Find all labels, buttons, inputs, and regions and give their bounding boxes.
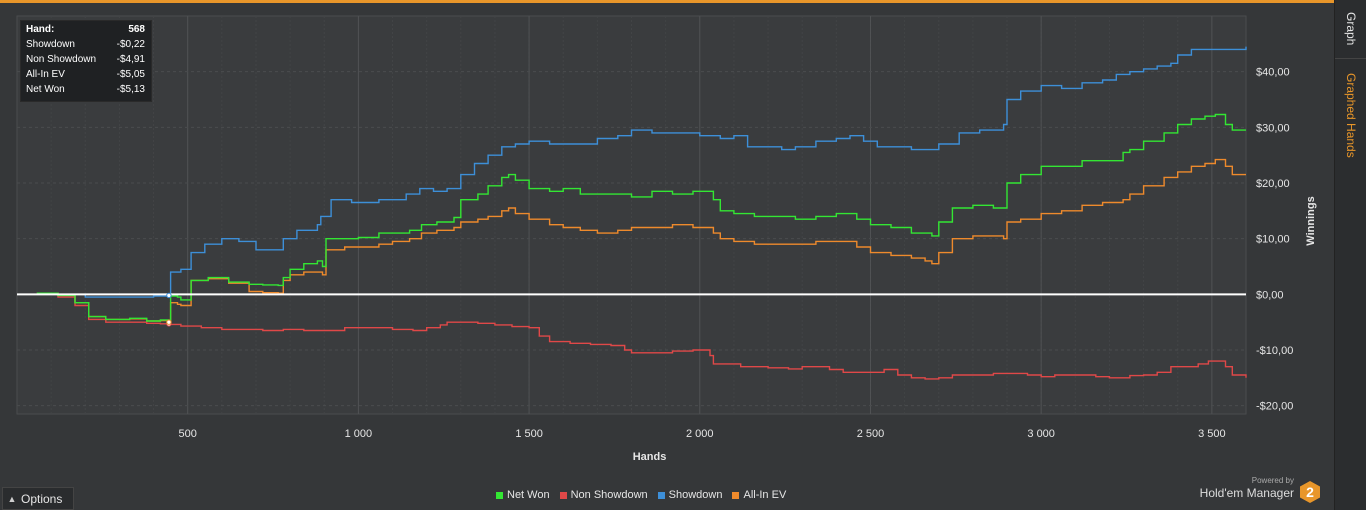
legend-item[interactable]: Showdown	[657, 488, 723, 502]
chart-area: 500 1 000 1 500 2 000 2 500 3 000 3 500 -$20,00…	[0, 3, 1334, 510]
tooltip-value: -$0,22	[116, 39, 145, 50]
tab-graphed-hands[interactable]: Graphed Hands	[1344, 72, 1358, 158]
legend-swatch	[559, 491, 567, 499]
chevron-up-icon: ▲	[7, 493, 17, 504]
tooltip-label: Showdown	[26, 39, 75, 50]
tooltip-row: Showdown -$0,22	[26, 39, 145, 53]
x-axis-title: Hands	[633, 451, 667, 463]
tooltip-label: Net Won	[26, 84, 65, 95]
x-tick-label: 1 500	[515, 428, 543, 440]
legend-item[interactable]: All-In EV	[732, 488, 786, 502]
legend-label: Net Won	[507, 489, 550, 501]
tab-graph[interactable]: Graph	[1335, 0, 1366, 59]
side-panel: Graph Graphed Hands	[1334, 0, 1366, 510]
y-tick-label: -$20,00	[1256, 401, 1293, 413]
tooltip-row: Net Won -$5,13	[26, 84, 145, 98]
y-tick-label: $30,00	[1256, 122, 1290, 134]
legend-label: Showdown	[668, 489, 723, 501]
tooltip-value: -$5,05	[116, 69, 145, 80]
legend-label: All-In EV	[743, 489, 787, 501]
x-tick-label: 500	[179, 428, 197, 440]
winnings-chart: 500 1 000 1 500 2 000 2 500 3 000 3 500 -$20,00…	[16, 15, 1317, 463]
brand-name: Hold'em Manager	[1199, 486, 1294, 500]
y-tick-label: $20,00	[1256, 178, 1290, 190]
x-tick-label: 2 500	[857, 428, 885, 440]
legend-label: Non Showdown	[570, 489, 648, 501]
plot-background	[16, 15, 1247, 415]
tooltip-value: 568	[128, 24, 145, 35]
x-tick-label: 3 000	[1027, 428, 1055, 440]
powered-by-text: Powered by	[1251, 476, 1294, 485]
legend-item[interactable]: Net Won	[496, 488, 550, 502]
tooltip-label: Non Showdown	[26, 54, 97, 65]
hover-point	[166, 292, 172, 299]
svg-text:2: 2	[1306, 484, 1314, 500]
legend-item[interactable]: Non Showdown	[559, 488, 648, 502]
x-tick-label: 1 000	[345, 428, 373, 440]
series-line-net-won	[17, 113, 1246, 324]
brand: Powered by Hold'em Manager 2	[1190, 476, 1326, 506]
series-line-showdown	[17, 46, 1247, 298]
x-tick-label: 2 000	[686, 428, 714, 440]
y-axis-title: Winnings	[1305, 196, 1317, 245]
hm2-logo-icon: 2	[1300, 481, 1320, 503]
chart-legend: Net Won Non Showdown Showdown All-In EV	[496, 488, 786, 502]
series-line-non-showdown	[17, 293, 1247, 380]
y-tick-label: $40,00	[1256, 67, 1290, 79]
y-tick-label: $0,00	[1256, 289, 1284, 301]
tooltip-value: -$5,13	[116, 84, 145, 95]
tooltip-label: All-In EV	[26, 69, 65, 80]
tooltip-label: Hand:	[26, 24, 55, 35]
options-button[interactable]: ▲ Options	[2, 487, 74, 510]
tooltip-row: All-In EV -$5,05	[26, 69, 145, 83]
hover-point	[166, 319, 172, 325]
legend-swatch	[657, 491, 665, 499]
options-label: Options	[21, 491, 63, 506]
x-tick-label: 3 500	[1198, 428, 1226, 440]
legend-swatch	[496, 491, 503, 499]
y-tick-label: $10,00	[1256, 234, 1290, 246]
legend-swatch	[732, 491, 740, 499]
tooltip-row: Non Showdown -$4,91	[26, 54, 145, 68]
tooltip-row: Hand: 568	[26, 24, 145, 38]
y-tick-label: -$10,00	[1256, 345, 1293, 357]
hover-tooltip: Hand: 568 Showdown -$0,22 Non Showdown -$4,91…	[20, 20, 152, 102]
top-accent-bar	[0, 0, 1366, 3]
tooltip-value: -$4,91	[116, 54, 145, 65]
